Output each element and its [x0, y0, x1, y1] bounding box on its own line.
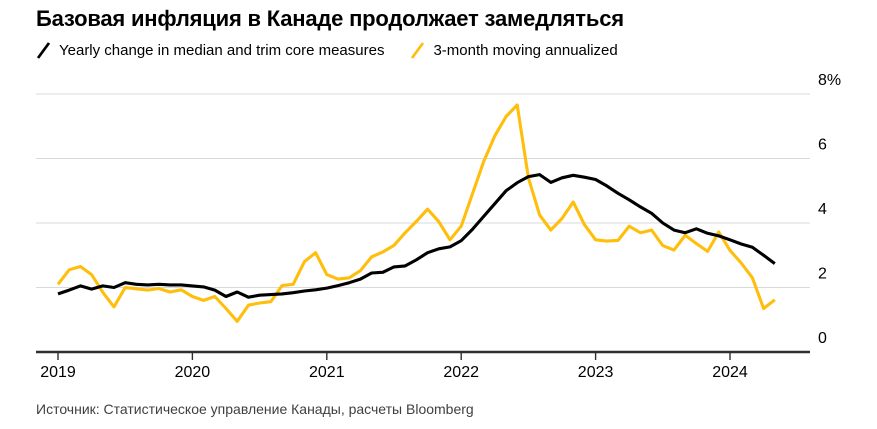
y-axis-label-4: 4 [818, 201, 827, 218]
x-axis-label-2021: 2021 [309, 364, 345, 381]
y-axis-label-8: 8% [818, 72, 841, 89]
legend-item-core-measures: Yearly change in median and trim core me… [36, 41, 384, 60]
yellow-slash-icon [411, 42, 425, 59]
x-axis-label-2022: 2022 [443, 364, 479, 381]
legend-swatch-0 [36, 42, 51, 59]
page-title: Базовая инфляция в Канаде продолжает зам… [36, 6, 624, 31]
legend: Yearly change in median and trim core me… [36, 41, 618, 60]
legend-label: Yearly change in median and trim core me… [59, 42, 385, 59]
legend-label: 3-month moving annualized [433, 42, 618, 59]
x-axis-label-2020: 2020 [175, 364, 211, 381]
source-note: Источник: Статистическое управление Кана… [36, 401, 474, 417]
y-axis-label-0: 0 [818, 330, 827, 347]
y-axis-label-2: 2 [818, 266, 827, 283]
y-axis-label-6: 6 [818, 137, 827, 154]
legend-swatch-1 [411, 42, 425, 59]
x-axis-label-2019: 2019 [40, 364, 76, 381]
series-line-core-measures [57, 173, 776, 299]
series-line-3m-annualized [56, 103, 776, 323]
x-axis-label-2023: 2023 [578, 364, 614, 381]
black-slash-icon [36, 42, 51, 59]
legend-item-3m-annualized: 3-month moving annualized [410, 41, 618, 60]
x-axis-label-2024: 2024 [712, 364, 748, 381]
